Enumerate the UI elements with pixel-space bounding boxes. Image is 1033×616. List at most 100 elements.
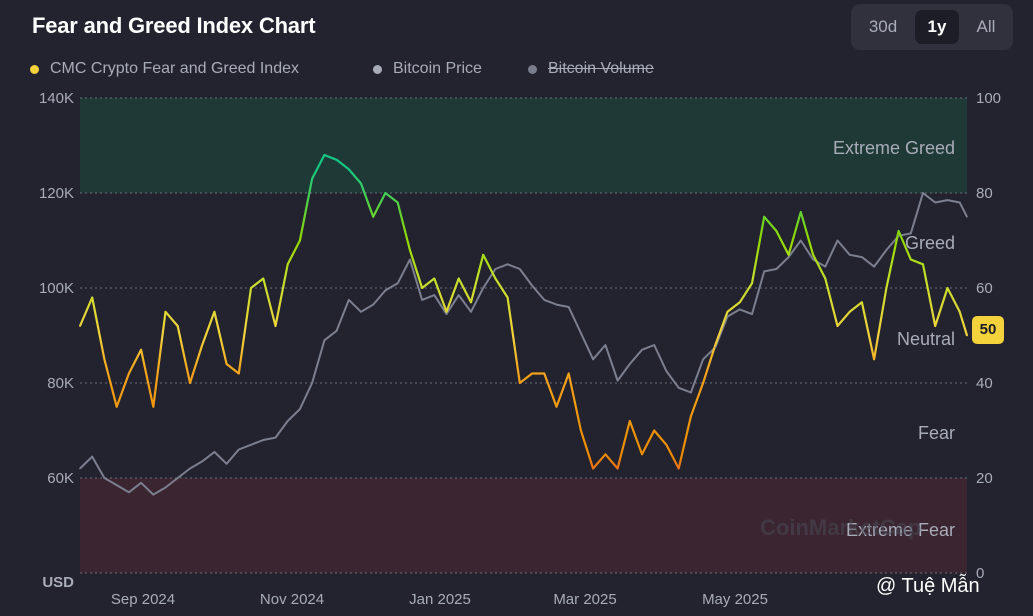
fear-greed-point	[213, 310, 216, 313]
zone-label: Neutral	[897, 329, 955, 349]
bitcoin-price-point	[958, 201, 961, 204]
bitcoin-price-point	[482, 287, 484, 289]
zone-labels: Extreme Greed Greed Neutral Fear Extreme Fea…	[833, 138, 955, 540]
right-tick-label: 20	[976, 470, 993, 487]
bitcoin-price-point	[433, 294, 436, 296]
bitcoin-price-point	[824, 265, 827, 268]
fear-greed-point	[384, 192, 387, 194]
bitcoin-price-point	[580, 332, 582, 334]
fear-greed-point	[408, 249, 411, 251]
right-tick-label: 80	[976, 185, 993, 202]
x-tick-label: Nov 2024	[260, 591, 324, 608]
legend-label-bitcoin-volume: Bitcoin Volume	[548, 60, 654, 77]
bitcoin-price-point	[763, 270, 765, 273]
right-tick-label: 0	[976, 565, 984, 582]
bitcoin-price-point	[714, 346, 717, 349]
fear-greed-point	[702, 382, 704, 384]
bitcoin-price-point	[897, 234, 900, 237]
fear-greed-point	[494, 277, 497, 280]
bitcoin-price-point	[738, 308, 741, 311]
fear-greed-point	[665, 443, 668, 446]
bitcoin-price-point	[922, 192, 924, 194]
fear-greed-point	[152, 405, 155, 408]
left-tick-label: 60K	[47, 470, 74, 487]
range-1y-button[interactable]: 1y	[915, 10, 959, 44]
right-tick-label: 60	[976, 280, 993, 297]
fear-greed-point	[115, 405, 118, 408]
extreme-greed-zone	[80, 98, 967, 193]
legend-dot-bitcoin-price	[373, 65, 382, 74]
bitcoin-price-point	[335, 329, 338, 332]
bitcoin-price-point	[800, 239, 802, 242]
fear-greed-point	[201, 344, 204, 346]
bitcoin-price-point	[946, 199, 949, 201]
bitcoin-price-point	[311, 382, 313, 384]
right-axis: 100 80 60 40 20 0	[976, 90, 1001, 582]
bitcoin-price-point	[457, 294, 460, 296]
fear-greed-point	[372, 215, 375, 218]
bitcoin-price-point	[360, 310, 362, 313]
left-axis: 140K 120K 100K 80K 60K USD	[39, 90, 74, 591]
fear-greed-point	[897, 230, 900, 232]
bitcoin-price-point	[164, 486, 167, 489]
bitcoin-price-line	[79, 192, 968, 496]
fear-greed-point	[189, 382, 191, 384]
bitcoin-price-point	[409, 258, 411, 261]
fear-greed-point	[225, 363, 228, 365]
fear-greed-point	[812, 253, 814, 256]
legend-label-bitcoin-price: Bitcoin Price	[393, 60, 482, 77]
fear-greed-point	[653, 429, 656, 432]
bitcoin-price-point	[250, 443, 252, 446]
left-tick-label: 140K	[39, 90, 74, 107]
fear-greed-point	[457, 277, 460, 280]
bitcoin-price-point	[787, 256, 790, 258]
range-30d-button[interactable]: 30d	[868, 17, 898, 36]
fear-greed-point	[641, 453, 643, 456]
bitcoin-price-point	[274, 436, 277, 439]
bitcoin-price-point	[323, 339, 326, 342]
zone-label: Fear	[918, 423, 955, 443]
bitcoin-price-point	[690, 391, 692, 394]
fear-greed-point	[885, 287, 888, 289]
right-tick-label: 40	[976, 375, 993, 392]
fear-greed-point	[164, 310, 167, 313]
bitcoin-price-point	[861, 256, 863, 258]
fear-greed-point	[604, 453, 607, 456]
fear-greed-point	[274, 325, 277, 327]
fear-greed-point	[714, 344, 717, 346]
range-selector: 30d 1y All	[851, 4, 1013, 50]
bitcoin-price-point	[751, 313, 753, 315]
fear-greed-point	[934, 325, 937, 327]
bitcoin-price-point	[885, 249, 888, 251]
bitcoin-price-point	[384, 289, 387, 292]
bitcoin-price-point	[506, 263, 509, 266]
page-title: Fear and Greed Index Chart	[32, 13, 316, 38]
fear-greed-point	[726, 310, 729, 313]
bitcoin-price-point	[262, 439, 265, 441]
fear-greed-point	[470, 301, 472, 304]
bitcoin-price-point	[103, 477, 106, 479]
range-all-button[interactable]: All	[976, 17, 996, 36]
bitcoin-price-point	[775, 268, 778, 270]
x-tick-label: Sep 2024	[111, 591, 175, 608]
fear-greed-point	[555, 405, 558, 408]
bitcoin-price-point	[604, 344, 607, 346]
left-tick-label: 120K	[39, 185, 74, 202]
bitcoin-price-point	[567, 306, 570, 308]
bitcoin-price-point	[966, 215, 968, 218]
fear-greed-point	[335, 158, 338, 161]
fear-greed-point	[323, 154, 326, 156]
legend-label-fear-greed: CMC Crypto Fear and Greed Index	[50, 60, 299, 77]
bitcoin-price-point	[628, 363, 631, 365]
extreme-fear-zone	[80, 478, 967, 573]
fear-greed-point	[482, 253, 485, 256]
fear-greed-point	[861, 301, 863, 304]
x-tick-label: May 2025	[702, 591, 768, 608]
zone-label: Extreme Greed	[833, 138, 955, 158]
fear-greed-point	[237, 372, 240, 375]
right-tick-label: 100	[976, 90, 1001, 107]
fear-greed-point	[958, 310, 961, 313]
fear-greed-point	[250, 287, 252, 289]
fear-greed-point	[616, 467, 619, 470]
bitcoin-price-point	[299, 408, 301, 410]
